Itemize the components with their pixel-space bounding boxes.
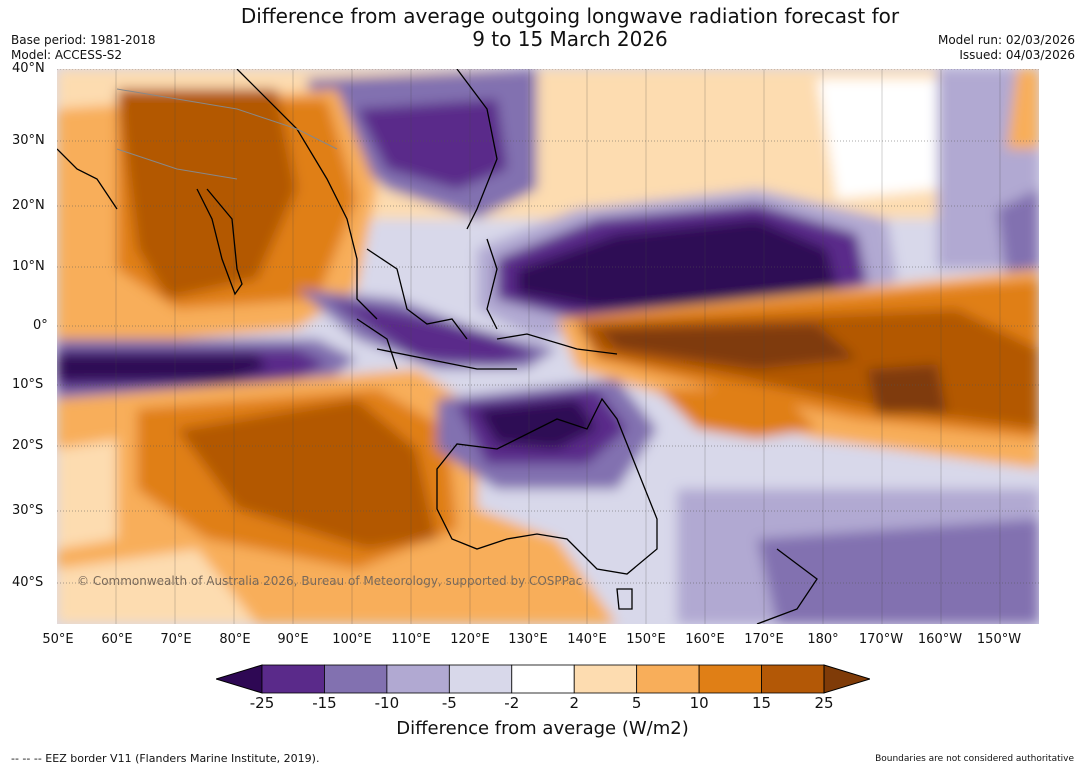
colorbar-tick-label: 2 [569, 694, 579, 712]
lon-label-150e: 150°E [626, 632, 666, 647]
title-line-1: Difference from average outgoing longwav… [240, 4, 900, 28]
coastlines [57, 69, 818, 624]
lon-label-70e: 70°E [160, 632, 192, 647]
lat-label-20s: 20°S [12, 438, 44, 453]
colorbar-tick-label: -15 [312, 694, 337, 712]
colorbar-tick-label: -2 [504, 694, 520, 712]
colorbar-tick-label: 25 [814, 694, 834, 712]
colorbar-cell [573, 664, 638, 694]
lon-label-160w: 160°W [917, 632, 963, 647]
issued-date: Issued: 04/03/2026 [959, 48, 1075, 62]
base-period: Base period: 1981-2018 [11, 33, 156, 47]
lon-label-180: 180° [807, 632, 839, 647]
borders [116, 88, 338, 180]
colorbar-extend-high [823, 664, 870, 694]
colorbar-cell [386, 664, 450, 694]
lon-label-50e: 50°E [42, 632, 74, 647]
model-run: Model run: 02/03/2026 [937, 33, 1075, 47]
colorbar-cell [261, 664, 325, 694]
title-line-2: 9 to 15 March 2026 [472, 27, 668, 51]
anomaly-field [57, 69, 1039, 624]
colorbar-tick-label: 15 [752, 694, 772, 712]
lon-label-100e: 100°E [332, 632, 372, 647]
colorbar-cell [636, 664, 700, 694]
lat-label-20n: 20°N [12, 198, 45, 213]
lon-label-90e: 90°E [277, 632, 309, 647]
lon-label-120e: 120°E [450, 632, 490, 647]
meridians [115, 69, 1001, 624]
lon-label-150w: 150°W [976, 632, 1022, 647]
colorbar-tick-label: 5 [631, 694, 642, 712]
lon-label-160e: 160°E [685, 632, 725, 647]
map-panel: © Commonwealth of Australia 2026, Bureau… [57, 69, 1039, 624]
model-name: Model: ACCESS-S2 [11, 48, 123, 62]
anomaly-map [57, 69, 1039, 624]
copyright-notice: © Commonwealth of Australia 2026, Bureau… [77, 574, 583, 588]
lon-label-110e: 110°E [391, 632, 431, 647]
lon-label-140e: 140°E [567, 632, 607, 647]
lat-label-40s: 40°S [12, 575, 44, 590]
colorbar-cell [448, 664, 513, 694]
lon-label-130e: 130°E [508, 632, 548, 647]
colorbar-cell [324, 664, 388, 694]
colorbar-cell [511, 664, 575, 694]
model-info: Base period: 1981-2018 Model: ACCESS-S2 [11, 33, 156, 63]
boundaries-disclaimer: Boundaries are not considered authoritat… [875, 754, 1074, 764]
colorbar-tick-label: -10 [374, 694, 400, 712]
lon-label-80e: 80°E [219, 632, 251, 647]
colorbar-tick-label: -5 [441, 694, 457, 712]
lon-label-170w: 170°W [858, 632, 904, 647]
lat-label-10n: 10°N [12, 259, 45, 274]
colorbar-cell [698, 664, 762, 694]
colorbar-tick-label: -25 [249, 694, 275, 712]
colorbar [216, 664, 870, 694]
eez-legend: -- -- -- EEZ border V11 (Flanders Marine… [11, 752, 320, 765]
lat-label-10s: 10°S [12, 377, 44, 392]
lon-label-60e: 60°E [101, 632, 133, 647]
colorbar-extend-low [216, 664, 263, 694]
lat-label-0: 0° [33, 318, 48, 333]
run-info: Model run: 02/03/2026 Issued: 04/03/2026 [938, 33, 1075, 63]
lat-label-40n: 40°N [12, 61, 45, 76]
map-title: Difference from average outgoing longwav… [0, 5, 1085, 51]
lat-label-30s: 30°S [12, 503, 44, 518]
colorbar-cell [761, 664, 825, 694]
lat-label-30n: 30°N [12, 133, 45, 148]
lon-label-170e: 170°E [744, 632, 784, 647]
colorbar-tick-label: 10 [689, 694, 709, 712]
colorbar-label: Difference from average (W/m2) [396, 718, 689, 739]
